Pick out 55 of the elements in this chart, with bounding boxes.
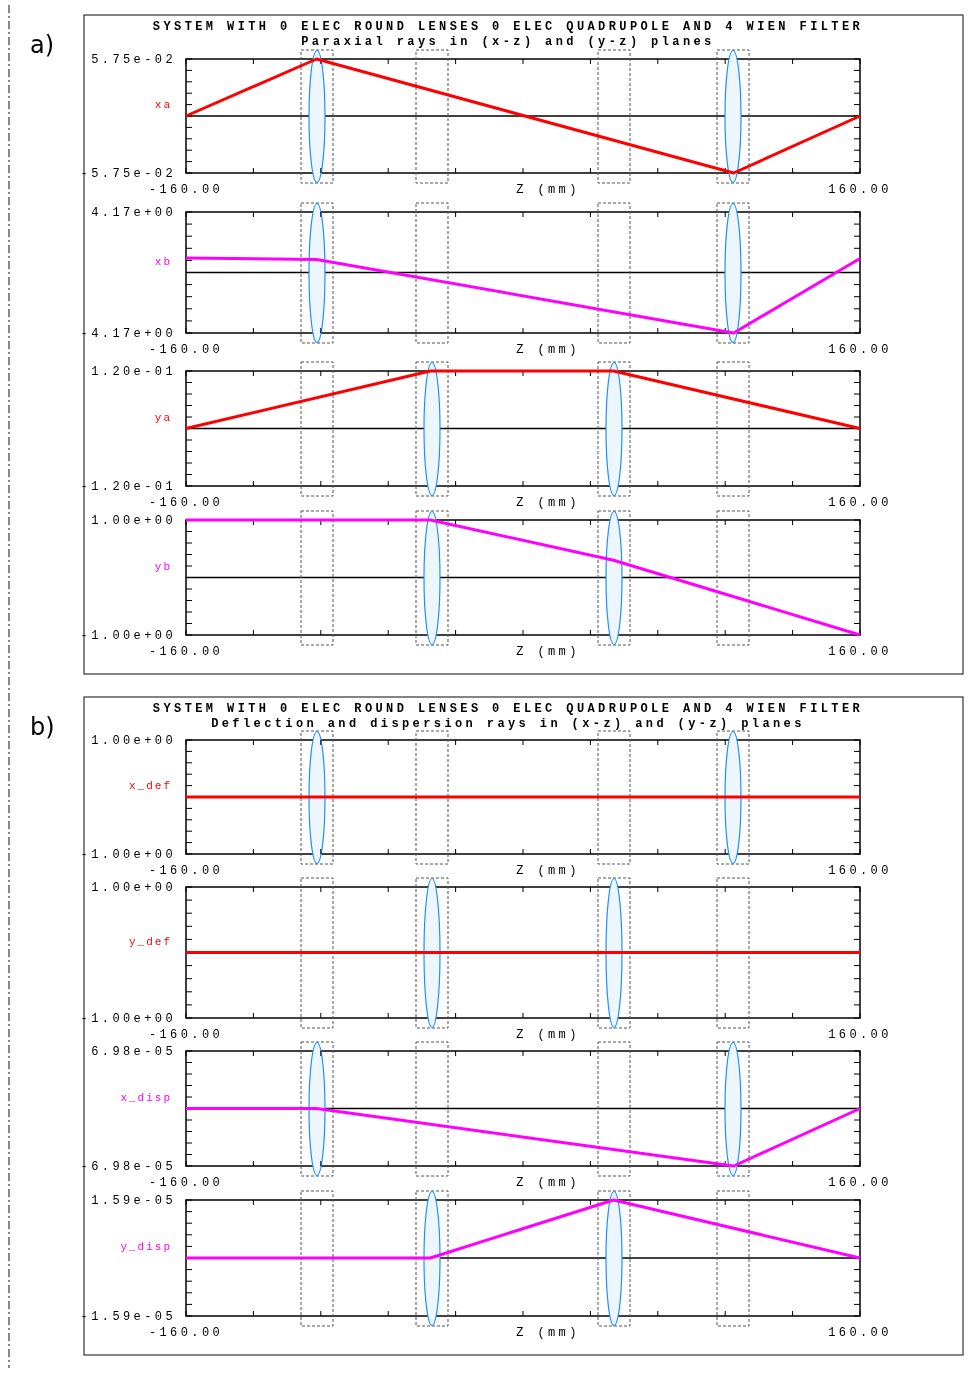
series-label: x_def bbox=[128, 780, 172, 792]
y-tick-label: -1.20e-01 bbox=[80, 480, 176, 494]
y-tick-label: -1.00e+00 bbox=[80, 629, 176, 643]
y-tick-label: 1.59e-05 bbox=[91, 1194, 176, 1208]
x-tick-label: 160.00 bbox=[828, 343, 892, 357]
series-label: xb bbox=[154, 255, 172, 268]
x-tick-label: -160.00 bbox=[148, 496, 224, 510]
x-axis-title: Z (mm) bbox=[516, 864, 580, 878]
series-label: y_def bbox=[128, 935, 172, 948]
y-tick-label: -6.98e-05 bbox=[80, 1160, 176, 1174]
y-tick-label: -1.00e+00 bbox=[80, 848, 176, 862]
y-tick-label: -1.00e+00 bbox=[80, 1012, 176, 1026]
x-axis-title: Z (mm) bbox=[516, 183, 580, 197]
x-tick-label: 160.00 bbox=[828, 183, 892, 197]
y-tick-label: -1.59e-05 bbox=[80, 1310, 176, 1324]
line-series bbox=[184, 256, 862, 335]
x-tick-label: -160.00 bbox=[148, 1176, 224, 1190]
chart-subtitle: Deflection and dispersion rays in (x-z) and (y-z) planes bbox=[211, 717, 805, 731]
series-label: xa bbox=[154, 99, 172, 111]
y-tick-label: -5.75e-02 bbox=[80, 167, 176, 181]
text: a) bbox=[30, 31, 55, 59]
x-axis-title: Z (mm) bbox=[516, 343, 580, 357]
x-axis-title: Z (mm) bbox=[516, 645, 580, 659]
text: b) bbox=[30, 713, 55, 741]
text: yb bbox=[154, 560, 172, 573]
y-tick-label: 1.20e-01 bbox=[91, 365, 176, 379]
y-tick-label: 6.98e-05 bbox=[91, 1045, 176, 1059]
series-label: y_disp bbox=[120, 1241, 172, 1253]
series-label: ya bbox=[154, 411, 172, 424]
x-tick-label: -160.00 bbox=[148, 1326, 224, 1340]
x-tick-label: 160.00 bbox=[828, 645, 892, 659]
x-tick-label: -160.00 bbox=[148, 183, 224, 197]
chart-title: SYSTEM WITH 0 ELEC ROUND LENSES 0 ELEC QUADRUPOLE AND 4 WIEN FILTER bbox=[152, 702, 864, 716]
chart-title: SYSTEM WITH 0 ELEC ROUND LENSES 0 ELEC QUADRUPOLE AND 4 WIEN FILTER bbox=[152, 20, 864, 34]
y-tick-label: 4.17e+00 bbox=[91, 206, 176, 220]
y-tick-label: 1.00e+00 bbox=[91, 514, 176, 528]
x-tick-label: 160.00 bbox=[828, 496, 892, 510]
y-tick-label: 1.00e+00 bbox=[91, 881, 176, 895]
series-label: x_disp bbox=[120, 1091, 172, 1104]
x-tick-label: 160.00 bbox=[828, 1176, 892, 1190]
x-tick-label: -160.00 bbox=[148, 343, 224, 357]
x-axis-title: Z (mm) bbox=[516, 1176, 580, 1190]
x-tick-label: -160.00 bbox=[148, 645, 224, 659]
x-tick-label: -160.00 bbox=[148, 864, 224, 878]
x-axis-title: Z (mm) bbox=[516, 1028, 580, 1042]
x-tick-label: 160.00 bbox=[828, 1028, 892, 1042]
y-tick-label: -4.17e+00 bbox=[80, 327, 176, 341]
x-axis-title: Z (mm) bbox=[516, 496, 580, 510]
y-tick-label: 5.75e-02 bbox=[91, 53, 176, 67]
x-tick-label: -160.00 bbox=[148, 1028, 224, 1042]
x-tick-label: 160.00 bbox=[828, 1326, 892, 1340]
x-axis-title: Z (mm) bbox=[516, 1326, 580, 1340]
chart-subtitle: Paraxial rays in (x-z) and (y-z) planes bbox=[301, 35, 715, 49]
x-tick-label: 160.00 bbox=[828, 864, 892, 878]
y-tick-label: 1.00e+00 bbox=[91, 734, 176, 748]
